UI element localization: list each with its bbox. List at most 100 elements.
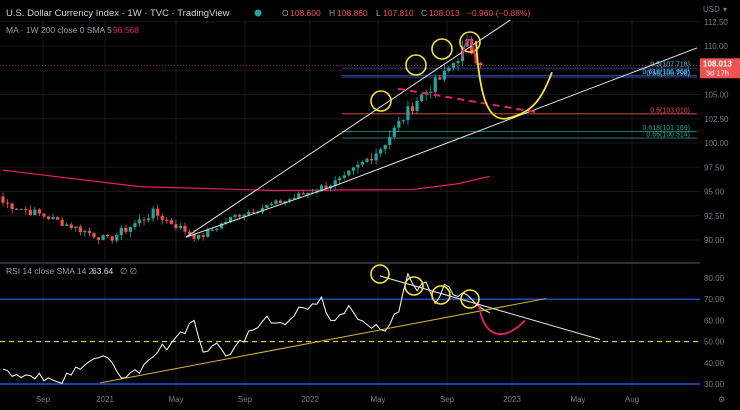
candle-body	[406, 106, 410, 121]
candle-body	[306, 192, 310, 195]
chart-header: U.S. Dollar Currency Index · 1W · TVC · …	[6, 5, 727, 276]
candle-body	[278, 200, 283, 204]
open-label: O	[282, 8, 289, 18]
fib-label: 0.618(101.169)	[643, 125, 690, 132]
candle-body	[374, 153, 378, 161]
currency-label: USD	[703, 5, 720, 14]
candle-body	[69, 224, 73, 229]
candle-body	[147, 218, 151, 221]
candle-body	[187, 231, 192, 235]
time-tick-label: 2021	[96, 395, 114, 404]
rsi-series	[2, 272, 491, 385]
candle-body	[10, 203, 14, 209]
candle-body	[401, 120, 405, 122]
candle-body	[251, 211, 255, 213]
price-tick-label: 105.00	[704, 91, 729, 100]
rsi-label: RSI 14 close SMA 14 2	[6, 266, 94, 276]
candle-body	[56, 217, 60, 220]
candle-body	[151, 208, 155, 219]
ma-200-line	[2, 169, 490, 192]
highlight-circle	[370, 90, 392, 112]
close-label: C	[421, 8, 427, 18]
candle-body	[65, 224, 69, 226]
candle-body	[51, 217, 55, 220]
candle-body	[160, 215, 164, 220]
highlight-circle	[405, 54, 427, 76]
rsi-line	[2, 272, 491, 385]
price-tick-label: 102.50	[704, 115, 729, 124]
candle-body	[74, 226, 78, 229]
time-tick-label: 2023	[503, 395, 521, 404]
rsi-tick-label: 60.00	[704, 316, 725, 325]
candle-body	[383, 145, 387, 150]
rsi-trendline-support	[99, 298, 547, 384]
candle-body	[442, 70, 446, 80]
low-value: 107.810	[383, 8, 414, 18]
candle-body	[347, 170, 351, 176]
price-pane[interactable]: 0.5(107.718)0.618(106.968)0.66(106.798) 0…	[0, 19, 700, 245]
time-tick-label: Aug	[625, 395, 639, 404]
candle-body	[83, 230, 87, 233]
candle-body	[42, 213, 46, 217]
rsi-tail: ∅ ∅	[120, 266, 138, 276]
candle-body	[1, 196, 5, 203]
candle-body	[24, 208, 28, 210]
candle-body	[260, 208, 264, 212]
grid	[0, 20, 700, 392]
trendline-shallow	[334, 47, 698, 187]
candle-body	[379, 149, 383, 154]
candle-body	[133, 223, 137, 228]
rsi-highlight-circle	[431, 285, 451, 305]
rsi-tick-label: 70.00	[704, 295, 725, 304]
price-tick-label: 97.50	[704, 163, 725, 172]
chart-title: U.S. Dollar Currency Index · 1W · TVC · …	[6, 8, 230, 19]
close-value: 108.013	[429, 8, 460, 18]
candle-body	[429, 91, 433, 93]
candle-body	[338, 177, 342, 181]
candle-body	[392, 127, 396, 137]
time-tick-label: Sep	[36, 395, 51, 404]
time-tick-label: May	[570, 395, 585, 404]
fib-label: 0.618(106.968)	[643, 69, 690, 76]
candle-body	[447, 67, 451, 71]
candle-body	[388, 136, 392, 146]
candle-body	[410, 106, 415, 112]
candle-body	[101, 234, 105, 240]
ma-value: 96.568	[113, 25, 139, 35]
rsi-pane[interactable]	[0, 264, 700, 385]
candle-body	[274, 200, 278, 204]
candle-body	[369, 158, 374, 161]
candle-body	[137, 219, 142, 224]
candle-body	[360, 161, 365, 165]
candle-body	[142, 219, 146, 221]
candle-body	[420, 94, 424, 101]
time-axis[interactable]: Sep 2021 May Sep 2022 May Sep 2023 May Aug ⚙	[36, 395, 725, 404]
candle-body	[356, 164, 360, 168]
candle-body	[33, 209, 37, 216]
yellow-projection	[475, 41, 553, 120]
price-tag-box	[700, 58, 740, 79]
candle-body	[301, 193, 305, 195]
high-value: 108.860	[337, 8, 368, 18]
moving-average	[2, 169, 490, 192]
candle-body	[456, 61, 460, 64]
candle-body	[351, 167, 355, 171]
candle-body	[265, 204, 269, 209]
candle-body	[87, 230, 92, 234]
chevron-down-icon[interactable]: ▾	[723, 5, 727, 14]
candle-body	[46, 216, 51, 220]
trendline-base	[185, 185, 336, 238]
price-tick-label: 100.00	[704, 139, 729, 148]
candle-body	[415, 100, 419, 112]
low-label: L	[376, 8, 381, 18]
candle-body	[5, 202, 10, 204]
rsi-highlight-circle	[404, 276, 424, 296]
candle-body	[28, 209, 32, 216]
rsi-tick-label: 50.00	[704, 338, 725, 347]
rsi-axis[interactable]: 80.00 70.00 60.00 50.00 40.00 30.00	[704, 274, 725, 389]
candle-body	[292, 198, 296, 200]
candle-body	[397, 120, 401, 128]
open-value: 108.600	[290, 8, 321, 18]
candle-body	[283, 201, 287, 204]
